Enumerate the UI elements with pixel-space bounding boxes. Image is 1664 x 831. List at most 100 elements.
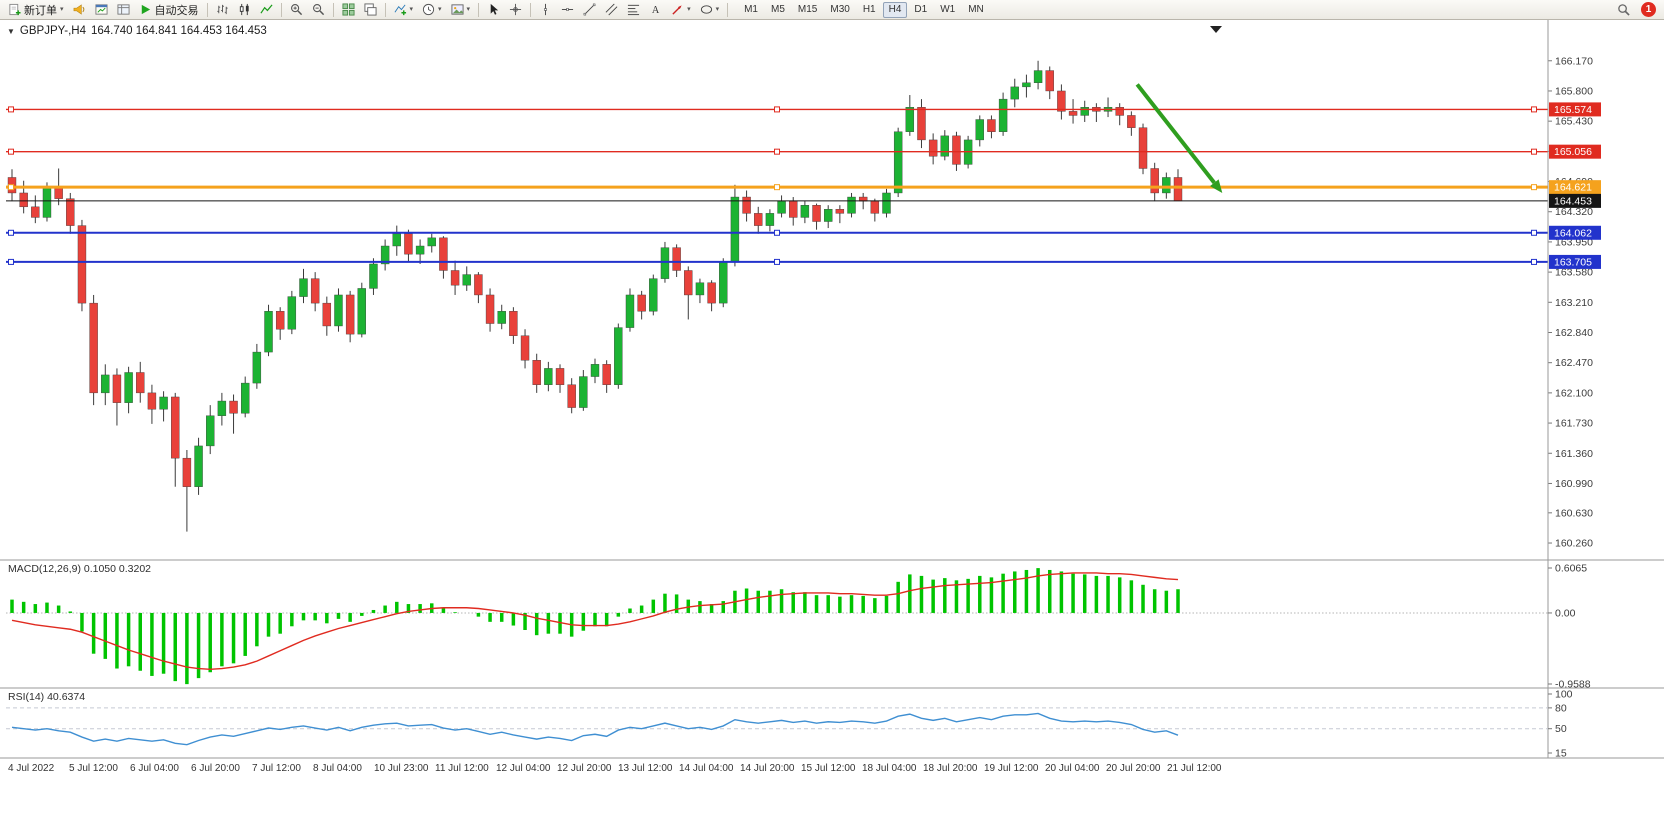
collapse-panel-icon[interactable]: ▼ bbox=[7, 26, 15, 36]
cascade-windows-button[interactable] bbox=[360, 1, 381, 19]
text-tool-button[interactable]: A bbox=[645, 1, 666, 19]
timeframe-m1-button[interactable]: M1 bbox=[738, 2, 764, 18]
line-handle[interactable] bbox=[1531, 148, 1537, 155]
announcements-button[interactable] bbox=[69, 1, 90, 19]
line-handle[interactable] bbox=[774, 258, 780, 265]
candle-body bbox=[1173, 177, 1183, 202]
chart-window-button[interactable] bbox=[91, 1, 112, 19]
candle-body bbox=[252, 351, 262, 384]
line-handle[interactable] bbox=[8, 148, 14, 155]
search-icon bbox=[1618, 4, 1630, 16]
candle-body bbox=[275, 311, 285, 330]
channel-icon bbox=[605, 3, 618, 16]
line-handle[interactable] bbox=[8, 229, 14, 236]
hline-resistance-2[interactable]: 165.056 bbox=[6, 144, 1601, 159]
tile-windows-button[interactable] bbox=[338, 1, 359, 19]
chart-shift-marker[interactable] bbox=[1210, 26, 1222, 33]
candle-body bbox=[1115, 107, 1124, 116]
autotrading-button[interactable]: 自动交易 bbox=[135, 1, 203, 19]
macd-axis-label: 0.6065 bbox=[1555, 563, 1587, 575]
candlestick-chart-button[interactable] bbox=[234, 1, 255, 19]
chart-canvas[interactable]: 166.170165.800165.430165.060164.690164.3… bbox=[0, 20, 1664, 831]
trendline-tool-button[interactable] bbox=[579, 1, 600, 19]
timeframe-m5-button[interactable]: M5 bbox=[765, 2, 791, 18]
add-indicator-button[interactable]: ▾ bbox=[390, 1, 418, 19]
y-axis-label: 162.840 bbox=[1555, 327, 1593, 339]
line-handle[interactable] bbox=[1531, 184, 1537, 191]
price-badge-label: 165.574 bbox=[1554, 104, 1592, 116]
candle-body bbox=[264, 311, 273, 353]
candle-body bbox=[299, 278, 308, 297]
trend-arrow-annotation[interactable] bbox=[1135, 83, 1223, 193]
candle-body bbox=[31, 206, 40, 218]
timeframe-m30-button[interactable]: M30 bbox=[824, 2, 855, 18]
toolbar-right: 1 bbox=[1613, 1, 1660, 19]
candle-body bbox=[217, 400, 227, 416]
candle-body bbox=[136, 372, 145, 394]
line-handle[interactable] bbox=[8, 258, 14, 265]
cascade-windows-icon bbox=[363, 3, 377, 16]
candle-body bbox=[847, 196, 856, 214]
hline-current-price[interactable]: 164.453 bbox=[6, 193, 1601, 208]
candle-body bbox=[66, 198, 75, 226]
line-handle[interactable] bbox=[8, 106, 14, 113]
hline-resistance-1[interactable]: 165.574 bbox=[6, 102, 1601, 117]
hline-support-1[interactable]: 164.062 bbox=[6, 225, 1601, 240]
arrow-tool-button[interactable]: ▾ bbox=[667, 1, 695, 19]
zoom-in-button[interactable] bbox=[286, 1, 307, 19]
crosshair-tool-button[interactable] bbox=[505, 1, 526, 19]
data-window-button[interactable] bbox=[113, 1, 134, 19]
line-handle[interactable] bbox=[8, 184, 14, 191]
search-button[interactable] bbox=[1613, 1, 1634, 19]
macd-signal-line bbox=[11, 572, 1179, 670]
fibonacci-tool-button[interactable] bbox=[623, 1, 644, 19]
candle-body bbox=[404, 233, 413, 255]
candle-body bbox=[987, 119, 996, 132]
channel-tool-button[interactable] bbox=[601, 1, 622, 19]
cursor-icon bbox=[490, 3, 499, 15]
line-handle[interactable] bbox=[1531, 258, 1537, 265]
toolbar-separator bbox=[530, 2, 532, 17]
timeframe-m15-button[interactable]: M15 bbox=[792, 2, 823, 18]
timeframe-h4-button[interactable]: H4 bbox=[882, 1, 908, 18]
hline-pivot[interactable]: 164.621 bbox=[6, 180, 1601, 195]
notification-badge[interactable]: 1 bbox=[1641, 2, 1656, 17]
timeframe-mn-button[interactable]: MN bbox=[962, 2, 990, 18]
line-handle[interactable] bbox=[1531, 229, 1537, 236]
candle-body bbox=[334, 294, 343, 327]
candle-body bbox=[940, 135, 949, 157]
timeframe-d1-button[interactable]: D1 bbox=[908, 2, 933, 18]
line-chart-button[interactable] bbox=[256, 1, 277, 19]
candle-body bbox=[882, 192, 891, 214]
time-axis-label: 19 Jul 12:00 bbox=[984, 763, 1039, 774]
timeframe-h1-button[interactable]: H1 bbox=[857, 2, 882, 18]
cursor-tool-button[interactable] bbox=[483, 1, 504, 19]
chart-ohlc: 164.740 164.841 164.453 164.453 bbox=[90, 25, 267, 37]
candle-body bbox=[147, 392, 157, 410]
chart-title: ▼ GBPJPY-,H4 164.740 164.841 164.453 164… bbox=[7, 25, 267, 37]
period-button[interactable]: ▾ bbox=[418, 1, 446, 19]
candle-body bbox=[450, 270, 460, 286]
horizontal-line-tool-button[interactable] bbox=[557, 1, 578, 19]
bar-chart-button[interactable] bbox=[212, 1, 233, 19]
time-axis-label: 7 Jul 12:00 bbox=[252, 763, 301, 774]
vertical-line-tool-button[interactable] bbox=[535, 1, 556, 19]
candle-body bbox=[1068, 111, 1078, 116]
hline-support-2[interactable]: 163.705 bbox=[6, 254, 1601, 269]
zoom-out-button[interactable] bbox=[308, 1, 329, 19]
candle-body bbox=[1045, 70, 1054, 92]
shapes-tool-button[interactable]: ▾ bbox=[696, 1, 724, 19]
new-order-button[interactable]: 新订单 ▾ bbox=[4, 1, 68, 19]
line-handle[interactable] bbox=[1531, 106, 1537, 113]
timeframe-w1-button[interactable]: W1 bbox=[934, 2, 961, 18]
candle-body bbox=[194, 445, 203, 487]
line-handle[interactable] bbox=[774, 148, 780, 155]
candle-body bbox=[112, 374, 122, 403]
rsi-axis-label: 80 bbox=[1555, 702, 1567, 714]
line-handle[interactable] bbox=[774, 229, 780, 236]
candle-body bbox=[602, 364, 611, 385]
candle-body bbox=[474, 274, 483, 296]
line-handle[interactable] bbox=[774, 184, 780, 191]
template-button[interactable]: ▾ bbox=[447, 1, 475, 19]
line-handle[interactable] bbox=[774, 106, 780, 113]
